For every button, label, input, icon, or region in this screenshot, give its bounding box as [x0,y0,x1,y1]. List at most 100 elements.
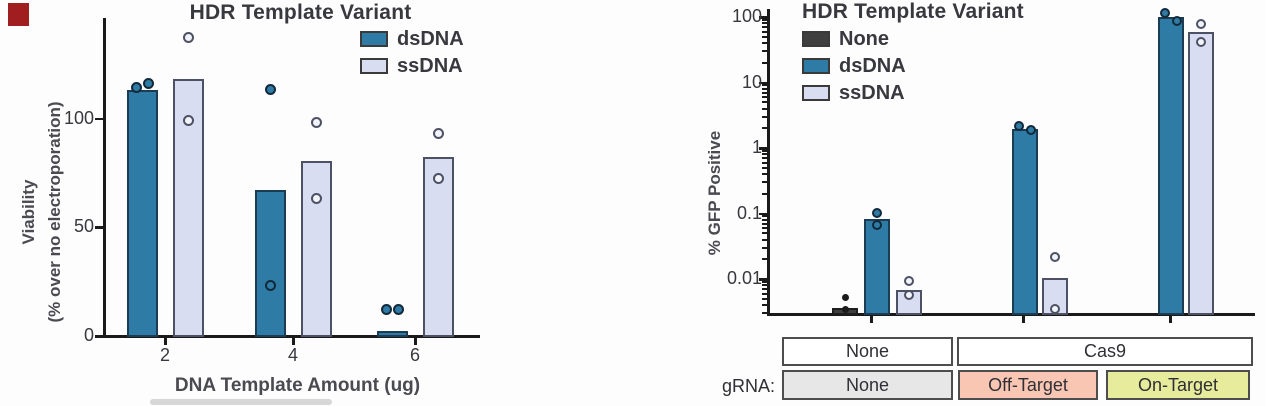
data-point-ssDNA [432,127,444,139]
y-axis-label-line2: (% over no electroporation) [45,101,64,323]
x-tick-mark [414,338,417,345]
bar-ssDNA [1188,31,1214,315]
legend: None dsDNA ssDNA [802,29,906,110]
legend-label: ssDNA [397,55,463,77]
y-minor-tick [762,61,767,64]
bar-dsDNA [1012,128,1038,315]
y-tick-label: 0.01 [726,268,762,288]
right-chart: HDR Template Variant None dsDNA ssDNA 100 1… [640,0,1266,406]
legend: dsDNA ssDNA [360,29,464,83]
y-minor-tick [762,166,767,169]
x-axis-label: DNA Template Amount (ug) [174,375,421,396]
legend-item: dsDNA [802,56,906,76]
y-tick-label: 1 [751,137,762,157]
y-minor-tick [762,218,767,221]
bar-dsDNA [376,330,408,337]
y-minor-tick [762,107,767,110]
y-minor-tick [762,284,767,287]
data-point-dsDNA [1172,15,1182,26]
left-chart: HDR Template Variant dsDNA ssDNA 0 50 100 2 4… [19,1,480,405]
y-tick-label: 0 [83,325,94,345]
y-axis-label-line1: Viability [19,179,38,245]
group-tick-mark [870,316,873,323]
grna-box: Off-Target [958,370,1098,400]
grna-box: On-Target [1106,370,1250,400]
data-point-ssDNA [432,173,444,185]
data-point-dsDNA [264,279,276,291]
bar-ssDNA [300,161,332,337]
chart-title: HDR Template Variant [189,1,412,24]
plot-area: 0 50 100 2 4 6 [64,18,480,365]
y-minor-tick [762,181,767,184]
plot-area: 100 10 1 0.1 0.01 None Cas9 None Off-Target On-Ta… [640,0,1266,406]
y-minor-tick [762,161,767,164]
chart-title: HDR Template Variant [802,0,1024,23]
bar-dsDNA [126,89,158,337]
data-point-ssDNA [310,116,322,128]
y-tick-label: 50 [73,216,94,237]
x-tick-mark [164,338,167,345]
y-tick-label: 100 [731,6,762,26]
y-minor-tick [762,292,767,295]
protein-box: Cas9 [957,337,1253,366]
x-tick-label: 2 [159,345,170,365]
x-tick-label: 6 [409,345,420,365]
y-minor-tick [762,222,767,225]
data-point-dsDNA [392,303,404,315]
grna-box: None [782,370,953,400]
data-point-dsDNA [1014,120,1024,131]
y-minor-tick [762,101,767,104]
bar-ssDNA [422,156,454,337]
data-point-dsDNA [264,84,276,96]
data-point-ssDNA [1050,251,1060,262]
data-point-ssDNA [904,275,914,286]
y-minor-tick [762,215,767,218]
y-minor-tick [762,258,767,261]
red-marker [8,3,29,26]
y-minor-tick [762,35,767,38]
y-tick-mark [759,278,767,281]
y-minor-tick [762,96,767,99]
y-axis-line [767,9,770,316]
y-tick-mark [759,147,767,150]
y-axis-label: % GFP Positive [705,130,724,256]
y-minor-tick [762,149,767,152]
data-point-dsDNA [130,81,142,93]
y-tick-mark [95,117,103,121]
y-minor-tick [762,304,767,307]
y-minor-tick [762,238,767,241]
data-point-dsDNA [1160,8,1170,19]
x-tick-label: 4 [287,345,298,365]
legend-swatch [802,58,830,74]
y-minor-tick [762,297,767,300]
legend-swatch [360,31,388,47]
y-minor-tick [762,42,767,45]
data-point-None [841,305,849,313]
legend-label: dsDNA [397,28,464,50]
y-minor-tick [762,227,767,230]
bar-dsDNA [1158,16,1184,315]
y-minor-tick [762,127,767,130]
legend-item: dsDNA [360,29,464,49]
y-minor-tick [762,280,767,283]
y-minor-tick [762,91,767,94]
grna-row-label: gRNA: [721,376,775,396]
y-minor-tick [762,288,767,291]
data-point-dsDNA [872,207,882,218]
y-tick-mark [95,226,103,229]
y-minor-tick [762,192,767,195]
y-minor-tick [762,153,767,156]
bar-dsDNA [254,189,286,337]
y-tick-mark [759,16,767,19]
y-minor-tick [762,87,767,90]
y-minor-tick [762,50,767,53]
x-axis-line [103,335,480,338]
bar-dsDNA [864,218,890,315]
legend-swatch [802,31,830,47]
group-tick-mark [1022,316,1025,323]
data-point-dsDNA [872,219,882,230]
y-tick-label: 0.1 [736,202,762,223]
y-minor-tick [762,157,767,160]
y-minor-tick [762,22,767,25]
